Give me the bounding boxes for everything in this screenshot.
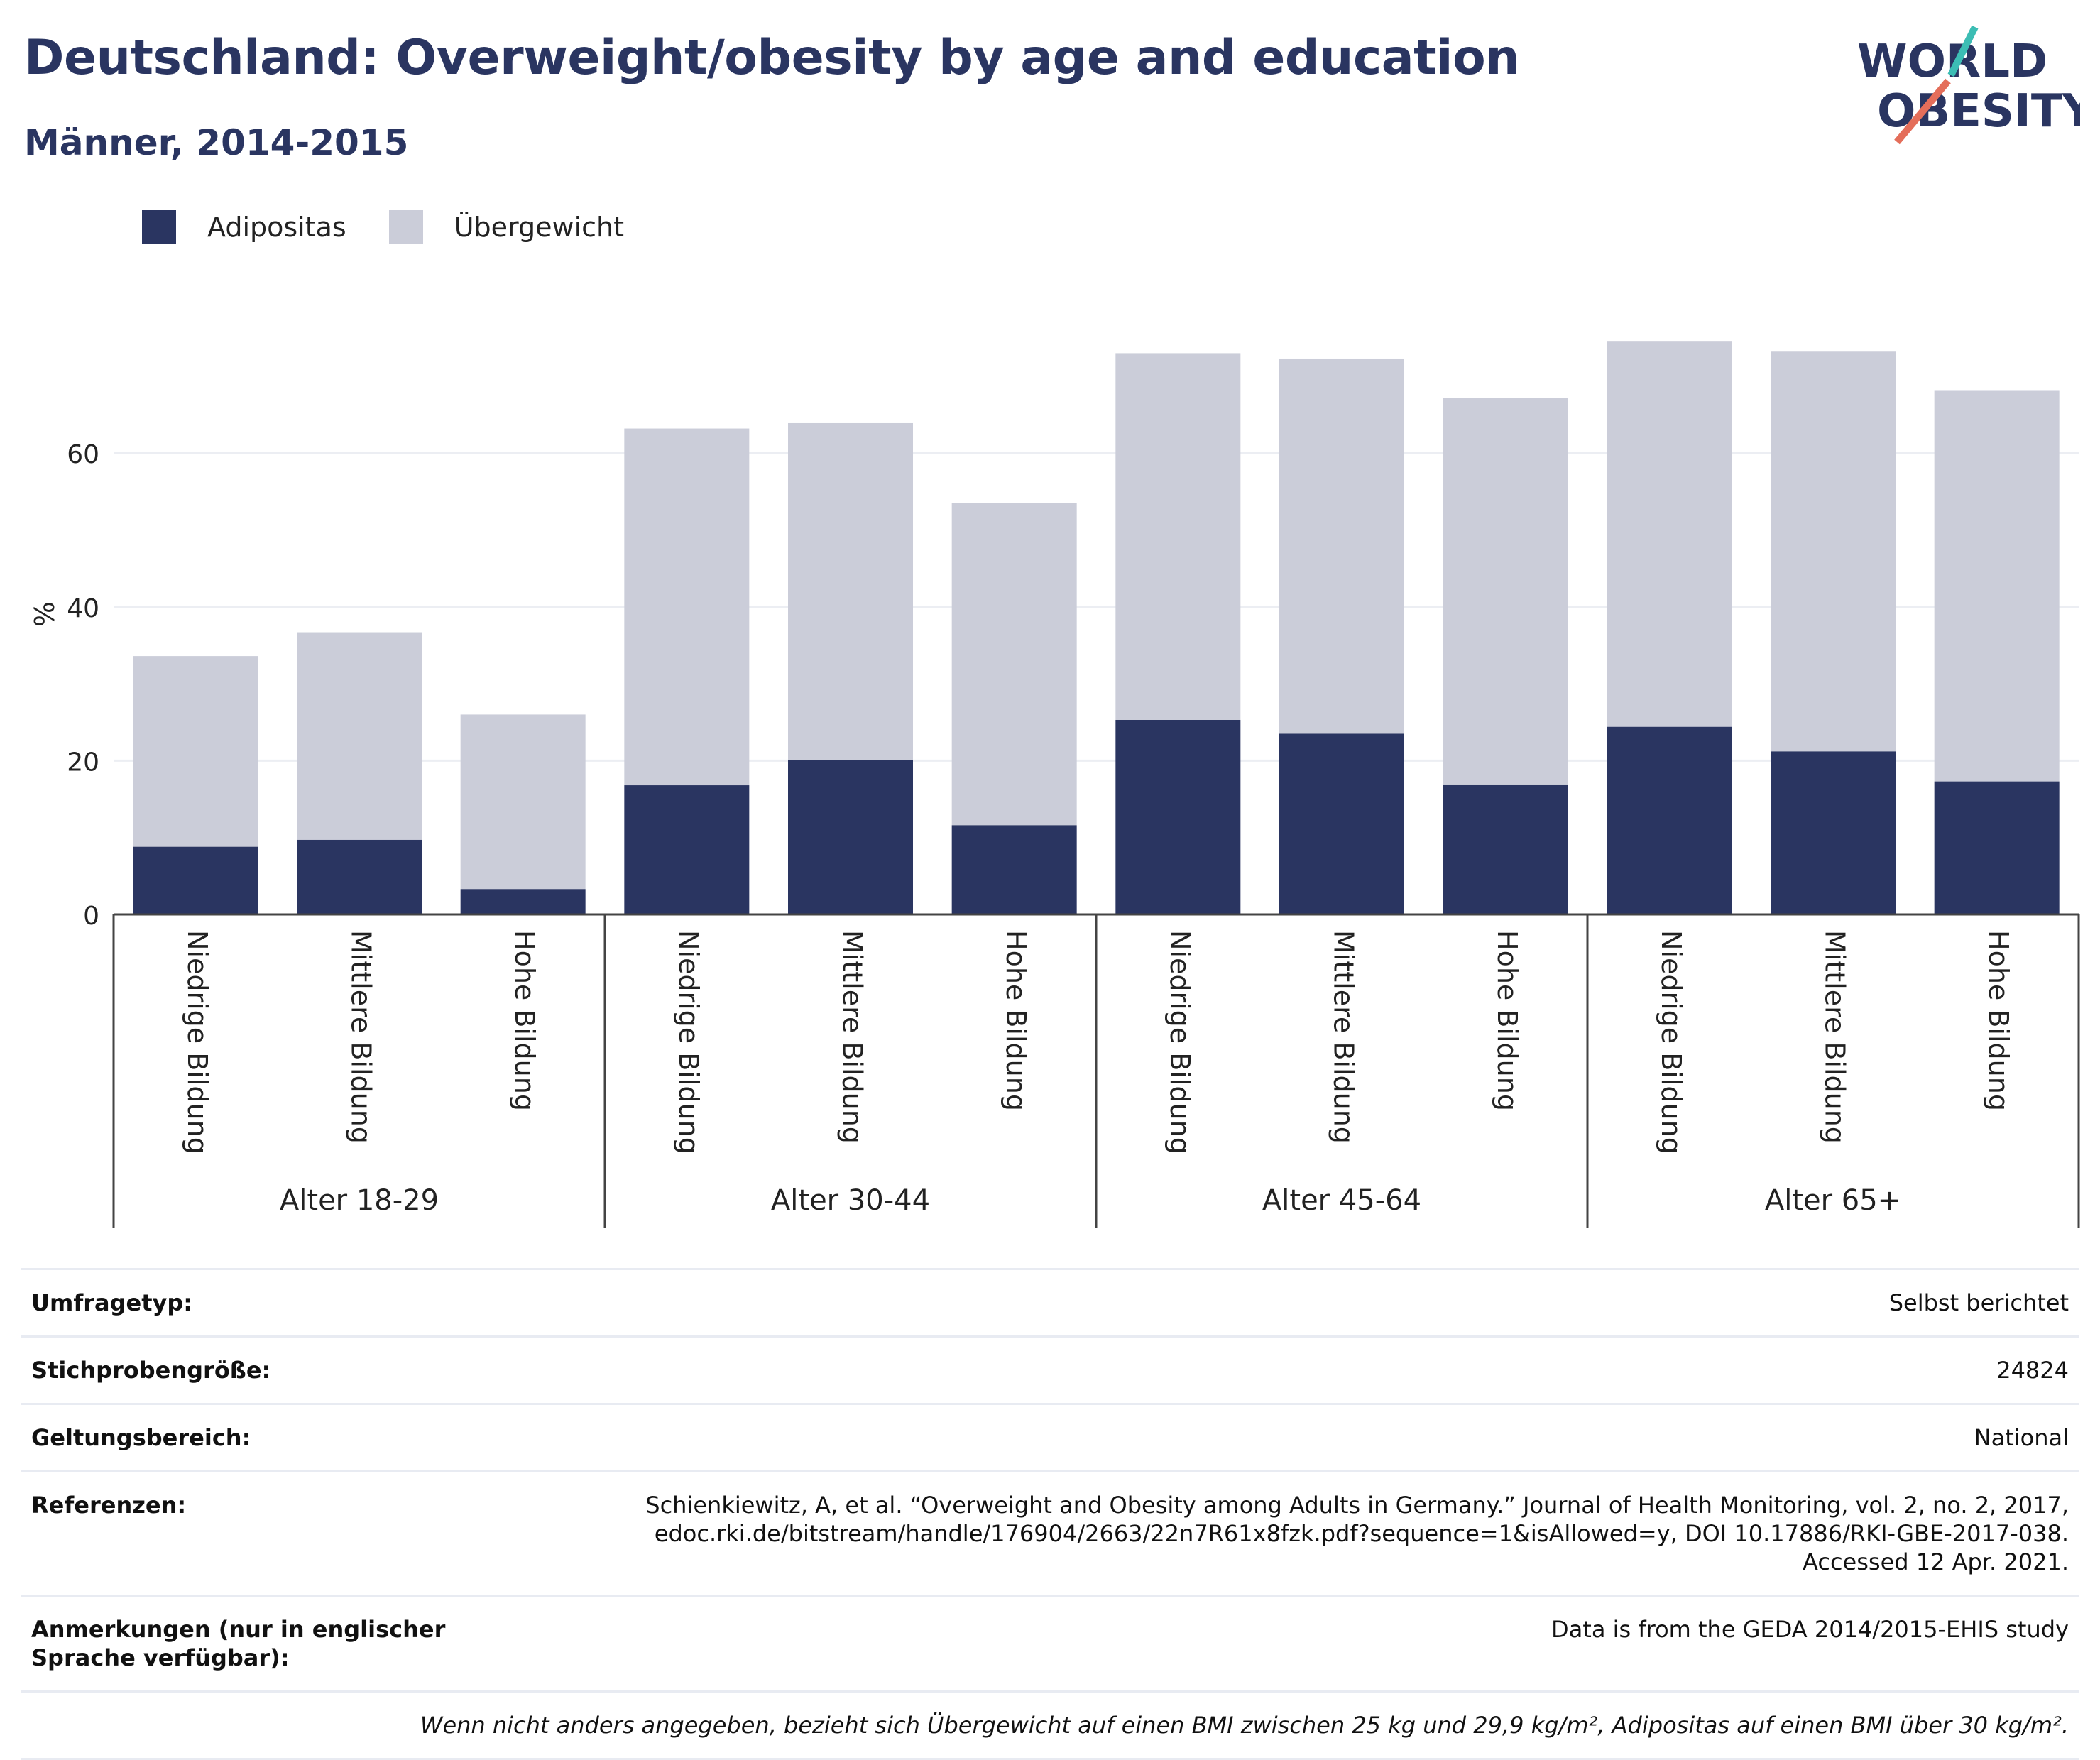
bar-uebergewicht — [1607, 341, 1732, 727]
y-tick-label: 20 — [67, 748, 99, 777]
bar-uebergewicht — [788, 422, 913, 760]
chart-legend: Adipositas Übergewicht — [142, 210, 667, 244]
x-tick-label: Niedrige Bildung — [182, 930, 213, 1154]
bar-uebergewicht — [624, 428, 750, 786]
legend-swatch-uebergewicht — [388, 210, 423, 244]
metadata-row: Geltungsbereich: National — [21, 1403, 2079, 1472]
x-group-label: Alter 18-29 — [280, 1184, 439, 1217]
bar-adipositas — [624, 785, 750, 914]
bar-adipositas — [1934, 781, 2060, 914]
bar-adipositas — [1279, 733, 1404, 914]
y-tick-label: 60 — [67, 440, 99, 469]
chart-subtitle: Männer, 2014-2015 — [24, 122, 409, 163]
x-group-label: Alter 45-64 — [1262, 1184, 1421, 1217]
metadata-key: Stichprobengröße: — [21, 1335, 552, 1404]
metadata-value-line: National — [1974, 1424, 2069, 1451]
bar-adipositas — [460, 889, 586, 914]
bar-uebergewicht — [1279, 358, 1404, 734]
footnote: Wenn nicht anders angegeben, bezieht sic… — [21, 1690, 2079, 1760]
legend-label-uebergewicht: Übergewicht — [454, 212, 624, 243]
y-axis-label: % — [29, 601, 60, 627]
metadata-key: Geltungsbereich: — [21, 1403, 552, 1472]
metadata-value: Schienkiewitz, A, et al. “Overweight and… — [552, 1470, 2079, 1596]
logo-slash-coral — [1894, 78, 1951, 145]
x-tick-label: Niedrige Bildung — [673, 930, 704, 1154]
bar-uebergewicht — [1443, 398, 1568, 785]
y-tick-label: 40 — [67, 594, 99, 623]
bar-adipositas — [133, 846, 258, 914]
x-tick-label: Mittlere Bildung — [1820, 930, 1851, 1144]
y-tick-label: 0 — [83, 902, 99, 931]
legend-swatch-adipositas — [142, 210, 176, 244]
metadata-key: Umfragetyp: — [21, 1268, 552, 1337]
metadata-row: Umfragetyp: Selbst berichtet — [21, 1268, 2079, 1337]
x-group-label: Alter 30-44 — [771, 1184, 930, 1217]
x-group-label: Alter 65+ — [1765, 1184, 1901, 1217]
metadata-key: Anmerkungen (nur in englischer Sprache v… — [21, 1595, 552, 1692]
bar-adipositas — [951, 825, 1077, 914]
metadata-value: 24824 — [552, 1335, 2079, 1404]
legend-label-adipositas: Adipositas — [207, 212, 346, 243]
metadata-value-line: edoc.rki.de/bitstream/handle/176904/2663… — [654, 1520, 2069, 1547]
metadata-row: Stichprobengröße: 24824 — [21, 1335, 2079, 1404]
bar-adipositas — [1607, 726, 1732, 914]
bar-adipositas — [1771, 751, 1896, 914]
bar-adipositas — [788, 760, 913, 914]
x-tick-label: Mittlere Bildung — [1328, 930, 1360, 1144]
bar-uebergewicht — [951, 503, 1077, 826]
metadata-value-line: Accessed 12 Apr. 2021. — [1803, 1548, 2069, 1575]
bar-uebergewicht — [1771, 351, 1896, 752]
x-tick-label: Niedrige Bildung — [1656, 930, 1687, 1154]
legend-item-uebergewicht[interactable]: Übergewicht — [388, 210, 624, 244]
bar-uebergewicht — [1934, 390, 2060, 782]
x-tick-label: Mittlere Bildung — [346, 930, 377, 1144]
footnote-row: Wenn nicht anders angegeben, bezieht sic… — [21, 1690, 2079, 1760]
metadata-value: National — [552, 1403, 2079, 1472]
metadata-table: Umfragetyp: Selbst berichtet Stichprobengr… — [21, 1268, 2079, 1760]
metadata-row: Referenzen: Schienkiewitz, A, et al. “Ove… — [21, 1470, 2079, 1596]
metadata-value-line: Schienkiewitz, A, et al. “Overweight and… — [645, 1492, 2069, 1519]
bar-adipositas — [1443, 784, 1568, 914]
stacked-bar-chart: 0 20 40 60% Niedrige Bildung Mittlere Bildung… — [29, 341, 2080, 1228]
metadata-key: Referenzen: — [21, 1470, 552, 1596]
x-tick-label: Hohe Bildung — [1000, 930, 1032, 1111]
legend-item-adipositas[interactable]: Adipositas — [142, 210, 346, 244]
bar-uebergewicht — [297, 632, 422, 840]
bar-uebergewicht — [1115, 353, 1241, 721]
x-tick-label: Hohe Bildung — [1492, 930, 1523, 1111]
bar-adipositas — [297, 839, 422, 914]
x-tick-label: Niedrige Bildung — [1164, 930, 1196, 1154]
world-obesity-logo: WORLD OBESITY — [1857, 25, 2080, 145]
x-tick-label: Mittlere Bildung — [837, 930, 868, 1144]
logo-text-world: WORLD — [1857, 35, 2047, 88]
x-tick-label: Hohe Bildung — [1983, 930, 2014, 1111]
metadata-value-line: 24824 — [1996, 1357, 2069, 1384]
metadata-value: Data is from the GEDA 2014/2015-EHIS stu… — [552, 1595, 2079, 1692]
metadata-value: Selbst berichtet — [552, 1268, 2079, 1337]
x-tick-label: Hohe Bildung — [509, 930, 540, 1111]
metadata-value-line: Data is from the GEDA 2014/2015-EHIS stu… — [1551, 1616, 2069, 1643]
metadata-value-line: Selbst berichtet — [1888, 1289, 2069, 1316]
metadata-row: Anmerkungen (nur in englischer Sprache v… — [21, 1595, 2079, 1692]
bar-uebergewicht — [133, 656, 258, 847]
logo-slash-teal — [1947, 25, 1979, 77]
chart-title: Deutschland: Overweight/obesity by age a… — [24, 30, 1520, 86]
bar-adipositas — [1115, 720, 1241, 914]
bar-uebergewicht — [460, 714, 586, 890]
